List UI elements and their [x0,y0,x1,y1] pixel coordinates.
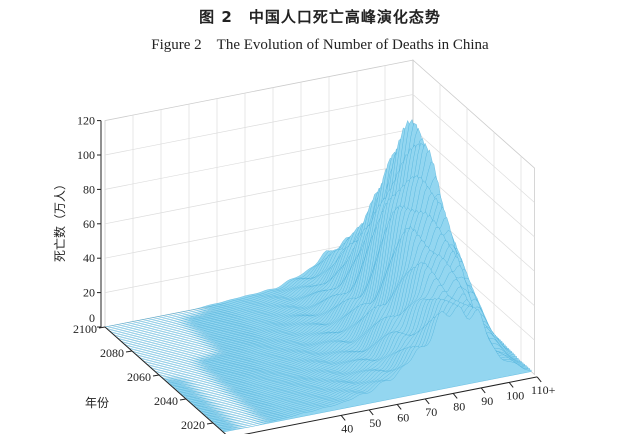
surface-strip [223,305,532,433]
y-axis [104,326,227,434]
x-tick-label: 50 [369,416,381,430]
z-tick-label: 80 [83,182,95,196]
surface-mesh [104,119,532,433]
x-tick [424,398,430,405]
x-tick [340,415,346,421]
z-tick-label: 40 [83,251,95,265]
x-tick-label: 110+ [531,383,556,397]
y-tick [98,326,106,329]
x-tick [536,376,542,383]
z-tick-label: 100 [77,148,95,162]
x-tick-label: 80 [453,399,465,413]
y-tick [152,374,160,377]
x-tick-label: 100 [506,388,524,402]
z-tick-label: 0 [89,311,95,325]
x-tick-label: 70 [425,405,437,419]
z-tick-label: 120 [77,114,95,128]
y-tick-label: 2100 [73,322,97,336]
y-tick-label: 2080 [100,346,124,360]
x-tick-label: 90 [481,394,493,408]
x-tick [480,387,486,394]
y-tick-label: 2040 [154,394,178,408]
x-tick [368,409,374,416]
y-tick [179,398,187,401]
x-tick-label: 40 [341,421,353,434]
figure-caption-chinese: 图 2 中国人口死亡高峰演化态势 [199,8,441,26]
y-tick [206,422,214,425]
x-axis [243,376,538,434]
y-tick-label: 2060 [127,370,151,384]
y-tick [125,350,133,353]
y-axis-label: 年份 [85,396,109,410]
figure-caption-english: Figure 2 The Evolution of Number of Deat… [151,37,489,53]
z-axis-label: 死亡数（万人） [52,178,67,262]
z-tick-label: 20 [83,286,95,300]
y-tick-label: 2020 [181,418,205,432]
x-tick [452,393,458,399]
z-tick-label: 60 [83,217,95,231]
x-tick [508,382,514,388]
x-tick-label: 60 [397,410,409,424]
x-tick [396,404,402,410]
